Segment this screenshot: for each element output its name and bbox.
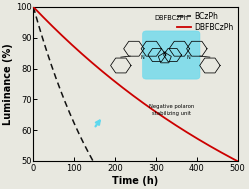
BCzPh	[32, 6, 35, 8]
DBFBCzPh	[131, 94, 134, 96]
DBFBCzPh	[42, 17, 45, 19]
Legend: BCzPh, DBFBCzPh: BCzPh, DBFBCzPh	[176, 11, 234, 33]
DBFBCzPh	[32, 6, 35, 8]
X-axis label: Time (h): Time (h)	[112, 176, 159, 186]
Line: BCzPh: BCzPh	[33, 7, 238, 189]
DBFBCzPh	[230, 157, 233, 159]
Y-axis label: Luminance (%): Luminance (%)	[3, 43, 13, 125]
Line: DBFBCzPh: DBFBCzPh	[33, 7, 238, 161]
BCzPh	[42, 41, 45, 43]
DBFBCzPh	[193, 136, 196, 138]
DBFBCzPh	[230, 157, 233, 159]
DBFBCzPh	[126, 90, 129, 92]
DBFBCzPh	[236, 160, 239, 162]
